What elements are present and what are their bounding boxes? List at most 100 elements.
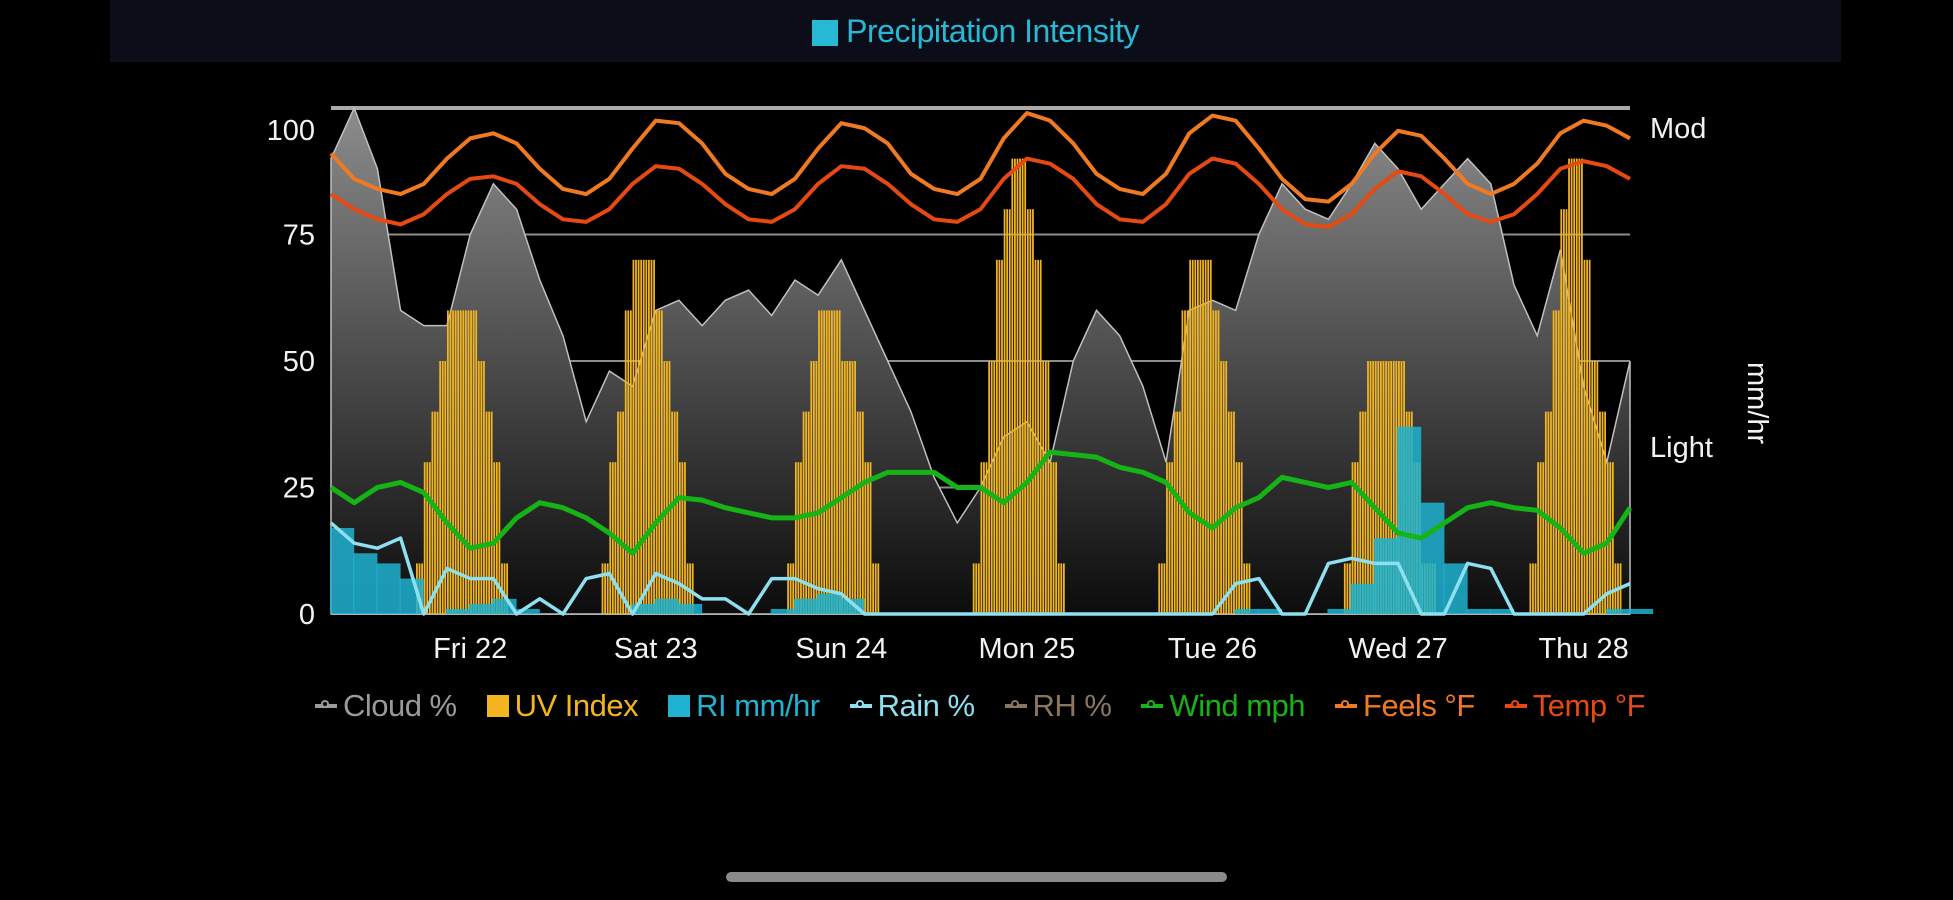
uv-bar (663, 361, 671, 614)
y-tick-label: 75 (283, 220, 315, 252)
uv-bar (446, 310, 454, 614)
legend-item-feels[interactable]: Feels °F (1335, 688, 1475, 724)
uv-bar-stripe (828, 310, 831, 614)
uv-bar-stripe (423, 462, 426, 614)
uv-bar-stripe (681, 462, 684, 614)
legend-item-uv[interactable]: UV Index (486, 688, 639, 724)
uv-bar-stripe (1186, 310, 1189, 614)
uv-bar-stripe (617, 411, 619, 614)
uv-bar-stripe (483, 361, 485, 614)
uv-bar (1390, 361, 1398, 614)
legend-label: RI mm/hr (696, 688, 820, 723)
uv-bar (1359, 411, 1367, 614)
ri-bar (1327, 608, 1352, 614)
rain-line (329, 521, 1631, 616)
ri-bar (469, 603, 494, 614)
uv-bar (1552, 310, 1560, 614)
right-axis-tick-label: Light (1650, 432, 1713, 464)
uv-bar (825, 310, 833, 614)
uv-bar-stripe (632, 259, 635, 614)
legend-label: Rain % (877, 688, 975, 723)
legend-item-rain[interactable]: Rain % (849, 688, 975, 724)
uv-bar-stripe (792, 563, 795, 614)
uv-bar-stripe (1377, 361, 1380, 614)
precipitation-legend-header: Precipitation Intensity (110, 0, 1841, 62)
rh-legend-marker-icon (1004, 700, 1027, 708)
uv-bar-stripe (441, 361, 444, 614)
x-tick-label: Wed 27 (1348, 633, 1447, 665)
uv-bar-stripe (864, 462, 867, 614)
legend-item-ri[interactable]: RI mm/hr (668, 688, 820, 724)
home-indicator[interactable] (726, 872, 1227, 882)
uv-bar-stripe (810, 361, 813, 614)
uv-bar (1591, 361, 1599, 614)
uv-bar-stripe (1037, 259, 1039, 614)
uv-bar (841, 361, 849, 614)
uv-bar-stripe (1565, 209, 1568, 614)
legend-item-wind[interactable]: Wind mph (1141, 688, 1306, 724)
uv-bar-stripe (1217, 310, 1220, 614)
uv-bar (794, 462, 802, 614)
uv-bar-stripe (1604, 411, 1607, 614)
uv-bar (1529, 563, 1537, 614)
uv-bar-stripe (1207, 259, 1210, 614)
feels-line (329, 111, 1631, 204)
uv-bar-stripe (1588, 259, 1591, 614)
uv-bar-stripe (485, 411, 488, 614)
uv-bar-stripe (1532, 563, 1534, 614)
uv-bar-stripe (490, 411, 493, 614)
legend-label: UV Index (514, 688, 639, 723)
ri-bar (1397, 426, 1422, 614)
ri-bar (1257, 608, 1283, 614)
uv-bar-stripe (1573, 158, 1576, 614)
uv-bar (1568, 158, 1576, 614)
legend: Cloud % UV Index RI mm/hr Rain % RH % Wind mp… (230, 688, 1730, 724)
uv-bar-stripe (1542, 462, 1545, 614)
uv-bar (856, 411, 864, 614)
uv-bar-stripe (1062, 563, 1065, 614)
right-axis-title: mm/hr (1741, 362, 1773, 445)
uv-bar-stripe (506, 563, 509, 614)
uv-bar-stripe (1235, 462, 1238, 614)
uv-bar (454, 310, 462, 614)
legend-item-rh[interactable]: RH % (1004, 688, 1112, 724)
uv-bar-stripe (805, 411, 808, 614)
uv-bar-stripe (846, 361, 849, 614)
ri-bar (445, 608, 471, 614)
ri-bar (677, 603, 703, 614)
uv-bar-stripe (467, 310, 470, 614)
uv-bar-stripe (671, 411, 673, 614)
uv-bar-stripe (1243, 563, 1246, 614)
uv-bar-stripe (1197, 259, 1199, 614)
right-axis-tick-label: Mod (1650, 113, 1706, 145)
uv-bar-stripe (660, 310, 663, 614)
uv-bar (1212, 310, 1220, 614)
uv-bar-stripe (1212, 310, 1215, 614)
precipitation-legend-label[interactable]: Precipitation Intensity (846, 12, 1139, 49)
line-series (329, 111, 1633, 616)
uv-bar-stripe (1568, 158, 1570, 614)
ri-bar (793, 598, 819, 614)
uv-bar-stripe (1248, 563, 1251, 614)
uv-bar-stripe (874, 563, 877, 614)
uv-bar-stripe (800, 462, 802, 614)
ri-bar (631, 603, 656, 614)
uv-bar-stripe (1220, 361, 1222, 614)
ri-bar (376, 563, 401, 614)
legend-item-cloud[interactable]: Cloud % (314, 688, 457, 724)
uv-bar-stripe (869, 462, 872, 614)
uv-bar (1575, 158, 1583, 614)
uv-bar (787, 563, 795, 614)
uv-bar-stripe (1529, 563, 1532, 614)
uv-bar-stripe (459, 310, 462, 614)
ri-bar (1350, 583, 1375, 614)
uv-bar-stripe (1181, 310, 1184, 614)
uv-bar-stripe (1245, 563, 1248, 614)
uv-bar (632, 259, 640, 614)
legend-item-temp[interactable]: Temp °F (1504, 688, 1646, 724)
uv-bar-stripe (990, 361, 993, 614)
uv-bar-stripe (841, 361, 844, 614)
uv-bar (624, 310, 632, 614)
uv-bar-stripe (1550, 411, 1552, 614)
uv-bar (1011, 158, 1019, 614)
